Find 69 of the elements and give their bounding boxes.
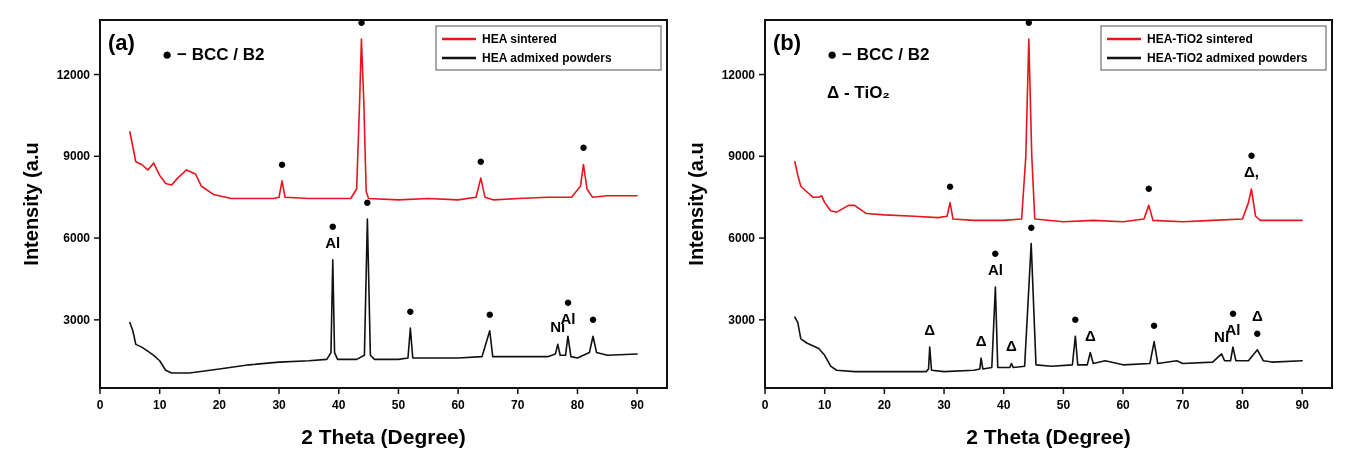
legend-label: HEA-TiO2 sintered bbox=[1147, 32, 1253, 47]
annotation: ● bbox=[328, 216, 338, 234]
annotation: ● bbox=[1144, 179, 1154, 197]
annotation: Al bbox=[325, 233, 341, 251]
y-axis-title: Intensity (a.u bbox=[20, 142, 42, 266]
annotation: ● bbox=[476, 152, 486, 170]
line-series bbox=[794, 242, 1303, 373]
y-tick-label: 6000 bbox=[63, 231, 91, 246]
x-tick-label: 20 bbox=[877, 398, 892, 412]
x-tick-label: 80 bbox=[570, 398, 585, 412]
x-tick-label: 0 bbox=[96, 398, 104, 412]
annotation: ● bbox=[578, 138, 588, 156]
x-tick-label: 90 bbox=[630, 398, 645, 412]
y-axis-title: Intensity (a.u bbox=[685, 142, 707, 266]
y-tick-label: 3000 bbox=[63, 313, 91, 328]
annotation: ● bbox=[990, 244, 1000, 262]
x-tick-label: 10 bbox=[153, 398, 167, 412]
annotation: ● bbox=[1252, 323, 1262, 341]
x-tick-label: 70 bbox=[1176, 398, 1190, 412]
legend-label: HEA sintered bbox=[482, 32, 557, 47]
annotation: ● bbox=[588, 310, 598, 328]
x-tick-label: 60 bbox=[1116, 398, 1131, 412]
y-tick-label: 9000 bbox=[63, 149, 91, 164]
annotation: ● bbox=[1149, 315, 1159, 333]
y-tick-label: 6000 bbox=[728, 231, 756, 246]
annotation: ● − BCC / B2 bbox=[827, 45, 930, 64]
y-tick-label: 9000 bbox=[728, 149, 756, 164]
legend-label: HEA admixed powders bbox=[482, 51, 612, 66]
x-tick-label: 10 bbox=[818, 398, 832, 412]
x-tick-label: 60 bbox=[451, 398, 466, 412]
annotation: ● bbox=[362, 192, 372, 210]
line-series bbox=[129, 218, 638, 374]
annotation: Δ - TiO₂ bbox=[827, 83, 890, 102]
annotation: ● bbox=[277, 154, 287, 172]
x-axis-title: 2 Theta (Degree) bbox=[301, 425, 466, 448]
annotation: ● bbox=[405, 302, 415, 320]
annotation: (b) bbox=[773, 30, 802, 55]
x-tick-label: 70 bbox=[511, 398, 525, 412]
y-tick-label: 3000 bbox=[728, 313, 756, 328]
x-tick-label: 20 bbox=[212, 398, 227, 412]
x-tick-label: 40 bbox=[332, 398, 346, 412]
annotation: Δ bbox=[924, 321, 936, 339]
annotation: Δ bbox=[1252, 306, 1263, 324]
annotation: ● bbox=[945, 176, 955, 194]
annotation: Δ bbox=[1084, 326, 1096, 344]
x-tick-label: 0 bbox=[761, 398, 769, 412]
x-tick-label: 80 bbox=[1235, 398, 1250, 412]
annotation: (a) bbox=[108, 30, 135, 55]
x-axis-title: 2 Theta (Degree) bbox=[966, 425, 1131, 448]
y-tick-label: 12000 bbox=[56, 67, 91, 82]
x-tick-label: 90 bbox=[1295, 398, 1310, 412]
annotation: Δ, bbox=[1243, 163, 1259, 181]
annotation: Δ bbox=[1006, 337, 1018, 355]
annotation: ● bbox=[485, 304, 495, 322]
annotation: ● bbox=[1026, 217, 1036, 235]
annotation: Al bbox=[987, 261, 1003, 279]
x-tick-label: 30 bbox=[272, 398, 287, 412]
annotation: ● bbox=[1070, 310, 1080, 328]
x-tick-label: 30 bbox=[937, 398, 952, 412]
x-tick-label: 50 bbox=[1056, 398, 1071, 412]
annotation: Δ bbox=[975, 332, 987, 350]
x-tick-label: 50 bbox=[391, 398, 406, 412]
annotation: ● bbox=[1246, 146, 1256, 164]
annotation: ● bbox=[1228, 304, 1238, 322]
x-tick-label: 40 bbox=[997, 398, 1011, 412]
y-tick-label: 12000 bbox=[721, 67, 756, 82]
annotation: ● bbox=[563, 293, 573, 311]
annotation: ● − BCC / B2 bbox=[162, 45, 265, 64]
legend-label: HEA-TiO2 admixed powders bbox=[1147, 51, 1308, 66]
